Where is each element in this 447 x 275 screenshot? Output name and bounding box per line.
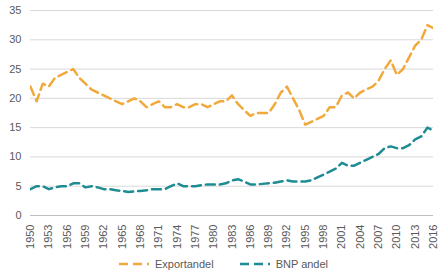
svg-text:1998: 1998	[317, 225, 329, 249]
svg-text:1950: 1950	[24, 225, 36, 249]
svg-text:2001: 2001	[335, 225, 347, 249]
svg-text:1992: 1992	[280, 225, 292, 249]
svg-text:2016: 2016	[427, 225, 439, 249]
svg-text:10: 10	[9, 150, 21, 162]
svg-text:30: 30	[9, 33, 21, 45]
svg-text:15: 15	[9, 121, 21, 133]
svg-text:1968: 1968	[134, 225, 146, 249]
html-text:Exportandel: Exportandel	[154, 258, 214, 270]
svg-text:1986: 1986	[244, 225, 256, 249]
svg-text:35: 35	[9, 4, 21, 16]
svg-text:20: 20	[9, 92, 21, 104]
svg-text:1974: 1974	[171, 225, 183, 249]
svg-text:1980: 1980	[207, 225, 219, 249]
svg-text:1989: 1989	[262, 225, 274, 249]
svg-text:2004: 2004	[354, 225, 366, 249]
svg-text:1965: 1965	[116, 225, 128, 249]
svg-text:1956: 1956	[61, 225, 73, 249]
svg-text:1953: 1953	[42, 225, 54, 249]
svg-text:1977: 1977	[189, 225, 201, 249]
svg-text:2010: 2010	[390, 225, 402, 249]
svg-text:1962: 1962	[97, 225, 109, 249]
svg-text:1983: 1983	[226, 225, 238, 249]
svg-text:5: 5	[15, 180, 21, 192]
svg-text:2007: 2007	[372, 225, 384, 249]
svg-text:1995: 1995	[299, 225, 311, 249]
svg-text:25: 25	[9, 63, 21, 75]
svg-text:0: 0	[15, 209, 21, 221]
html-text:BNP andel: BNP andel	[275, 258, 328, 270]
svg-text:2013: 2013	[409, 225, 421, 249]
svg-text:1971: 1971	[152, 225, 164, 249]
svg-text:1959: 1959	[79, 225, 91, 249]
